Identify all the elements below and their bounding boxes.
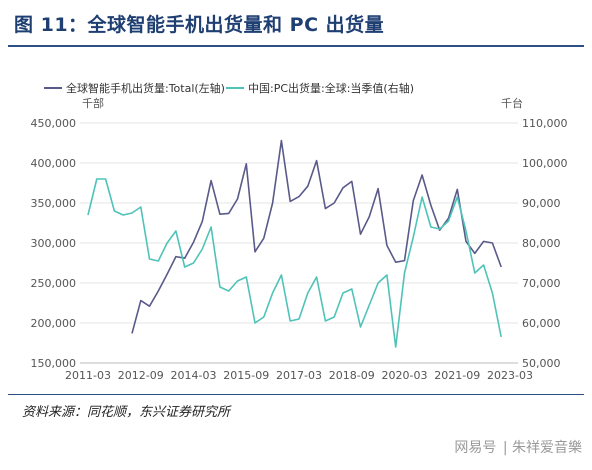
- legend-label: 全球智能手机出货量:Total(左轴): [66, 81, 225, 95]
- left-axis-unit: 千部: [82, 96, 104, 110]
- right-tick-label: 100,000: [522, 157, 568, 170]
- right-tick-label: 80,000: [522, 237, 561, 250]
- x-tick-label: 2023-03: [487, 369, 533, 382]
- top-rule: [8, 45, 584, 47]
- watermark-logo: 网易号: [454, 440, 497, 456]
- x-tick-label: 2021-09: [434, 369, 480, 382]
- bottom-rule: [8, 394, 584, 395]
- legend-label: 中国:PC出货量:全球:当季值(右轴): [248, 81, 414, 95]
- x-tick-label: 2012-09: [118, 369, 164, 382]
- left-tick-label: 400,000: [31, 157, 77, 170]
- x-tick-label: 2015-09: [223, 369, 269, 382]
- pc-series-line: [87, 178, 502, 348]
- x-tick-label: 2017-03: [276, 369, 322, 382]
- right-axis-unit: 千台: [501, 96, 523, 110]
- watermark: 网易号 | 朱祥爱音樂: [454, 437, 582, 457]
- right-tick-label: 70,000: [522, 277, 561, 290]
- watermark-author: 朱祥爱音樂: [512, 440, 582, 456]
- left-tick-label: 350,000: [31, 197, 77, 210]
- line-chart: 150,000 200,000 250,000 300,000 350,000 400,0…: [31, 81, 568, 382]
- source-note: 资料来源：同花顺，东兴证券研究所: [22, 405, 231, 420]
- smartphone-series-line: [131, 139, 502, 334]
- x-tick-label: 2020-03: [382, 369, 428, 382]
- x-tick-label: 2018-09: [329, 369, 375, 382]
- watermark-separator: |: [502, 440, 508, 456]
- right-tick-label: 90,000: [522, 197, 561, 210]
- right-tick-label: 60,000: [522, 317, 561, 330]
- left-tick-label: 300,000: [31, 237, 77, 250]
- x-tick-label: 2014-03: [171, 369, 217, 382]
- right-tick-label: 110,000: [522, 117, 568, 130]
- left-tick-label: 200,000: [31, 317, 77, 330]
- left-tick-label: 450,000: [31, 117, 77, 130]
- left-tick-label: 150,000: [31, 357, 77, 370]
- left-tick-label: 250,000: [31, 277, 77, 290]
- x-tick-label: 2011-03: [65, 369, 111, 382]
- right-tick-label: 50,000: [522, 357, 561, 370]
- figure-title: 图 11：全球智能手机出货量和 PC 出货量: [14, 14, 385, 36]
